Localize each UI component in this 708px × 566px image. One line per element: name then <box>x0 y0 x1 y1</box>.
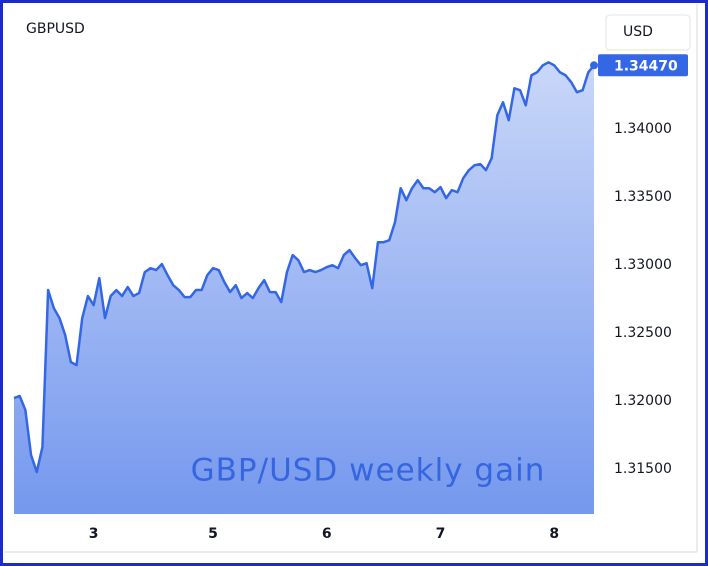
last-point <box>590 61 598 70</box>
y-tick-label: 1.32000 <box>614 393 672 409</box>
x-tick-label: 5 <box>208 526 218 542</box>
x-tick-label: 6 <box>322 526 332 542</box>
symbol-title: GBPUSD <box>26 21 85 37</box>
x-tick-label: 8 <box>549 526 559 542</box>
currency-button[interactable] <box>605 14 691 51</box>
area-fill <box>14 62 594 514</box>
y-tick-label: 1.31500 <box>614 461 672 477</box>
price-line <box>13 61 595 474</box>
annotation: GBP/USD weekly gain <box>191 453 546 489</box>
y-tick-label: 1.34000 <box>614 121 672 137</box>
price-tag <box>598 54 688 77</box>
x-tick-label: 3 <box>89 526 99 542</box>
currency-button-label[interactable]: USD <box>623 24 653 40</box>
x-tick-label: 7 <box>436 526 446 542</box>
y-tick-label: 1.33500 <box>614 189 672 205</box>
y-tick-label: 1.33000 <box>614 257 672 273</box>
price-tag-label: 1.34470 <box>614 58 678 74</box>
y-tick-label: 1.32500 <box>614 325 672 341</box>
